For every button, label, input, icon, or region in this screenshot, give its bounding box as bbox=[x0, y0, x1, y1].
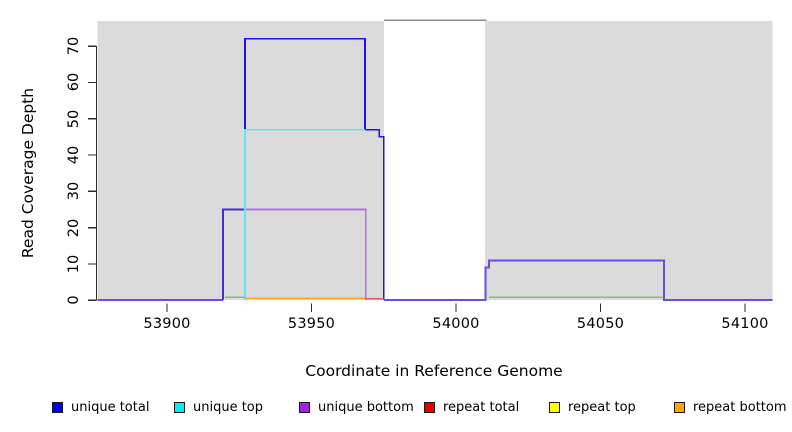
legend-label: unique top bbox=[193, 399, 264, 415]
y-tick-label: 40 bbox=[66, 145, 82, 165]
x-axis-title: Coordinate in Reference Genome bbox=[305, 362, 563, 380]
y-tick-label: 20 bbox=[66, 218, 82, 237]
legend-label: unique total bbox=[71, 399, 150, 415]
legend-item-repeat-bottom: repeat bottom bbox=[674, 398, 787, 416]
x-tick-label: 54000 bbox=[432, 316, 480, 332]
y-tick-label: 0 bbox=[66, 295, 82, 305]
y-tick-label: 30 bbox=[66, 182, 82, 201]
unique-top-swatch-icon bbox=[174, 401, 185, 413]
x-tick-label: 54050 bbox=[576, 316, 625, 332]
y-tick-label: 60 bbox=[66, 73, 82, 92]
unique-total-swatch-icon bbox=[52, 401, 63, 413]
legend-item-unique-total: unique total bbox=[52, 398, 149, 416]
repeat-total-swatch-icon bbox=[424, 401, 435, 413]
legend-item-repeat-total: repeat total bbox=[424, 398, 519, 416]
y-tick-label: 70 bbox=[66, 36, 82, 56]
legend-item-unique-bottom: unique bottom bbox=[299, 398, 414, 416]
x-tick-label: 54100 bbox=[721, 316, 769, 332]
x-tick-label: 53900 bbox=[143, 316, 191, 332]
repeat-bottom-swatch-icon bbox=[674, 401, 685, 413]
legend-label: repeat top bbox=[568, 399, 636, 415]
legend-label: repeat bottom bbox=[693, 399, 787, 415]
x-tick-label: 53950 bbox=[287, 316, 336, 332]
legend-item-repeat-top: repeat top bbox=[549, 398, 636, 416]
unique-bottom-swatch-icon bbox=[299, 401, 310, 413]
legend-label: repeat total bbox=[443, 399, 520, 415]
repeat-top-swatch-icon bbox=[549, 401, 560, 413]
legend-item-unique-top: unique top bbox=[174, 398, 263, 416]
y-tick-label: 50 bbox=[66, 109, 82, 128]
legend: unique total unique top unique bottom re… bbox=[0, 398, 792, 420]
y-tick-label: 10 bbox=[66, 254, 82, 274]
y-axis-title: Read Coverage Depth bbox=[19, 87, 37, 259]
legend-label: unique bottom bbox=[318, 399, 414, 415]
